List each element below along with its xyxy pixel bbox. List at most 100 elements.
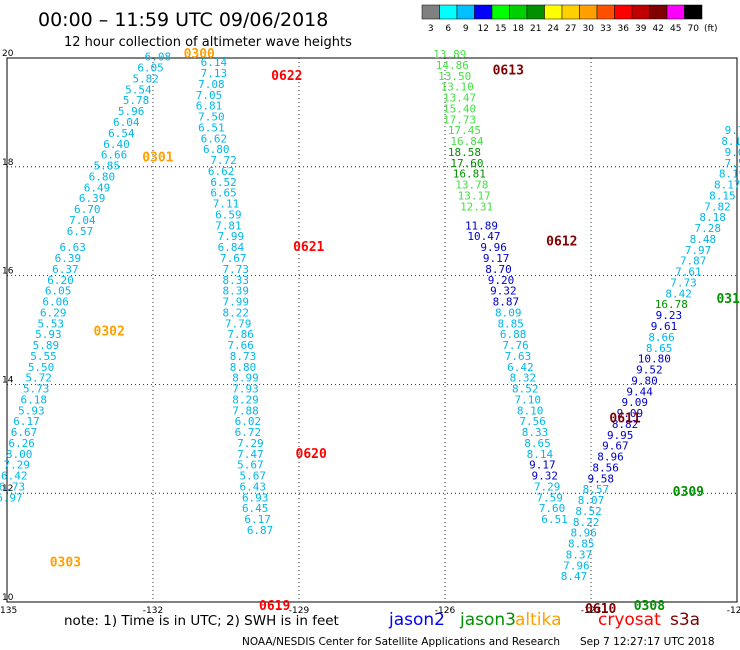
wave-height-point: 6.54 [108, 127, 135, 140]
wave-height-point: 8.47 [561, 570, 588, 583]
wave-height-point: 5.96 [118, 105, 145, 118]
wave-height-point: 6.18 [21, 393, 48, 406]
wave-height-point: 7.66 [227, 339, 254, 352]
pass-time-label: 0610 [585, 602, 616, 617]
wave-height-point: 8.07 [578, 494, 605, 507]
wave-height-point: 8.48 [690, 233, 717, 246]
wave-height-point: 9.23 [656, 309, 683, 322]
wave-height-point: 6.49 [84, 181, 111, 194]
wave-height-point: 8.80 [230, 361, 257, 374]
wave-height-point: 8.33 [222, 274, 249, 287]
wave-height-point: 8.22 [573, 516, 600, 529]
wave-height-point: 6.42 [507, 361, 534, 374]
satellite-label: cryosat [598, 610, 661, 630]
wave-height-point: 6.81 [196, 100, 223, 113]
wave-height-point: 6.40 [103, 138, 130, 151]
satellite-label: altika [515, 610, 562, 630]
wave-height-point: 7.87 [680, 255, 707, 268]
wave-height-point: 8.19 [719, 168, 740, 181]
pass-time-label: 0620 [296, 447, 327, 462]
footer-credit: NOAA/NESDIS Center for Satellite Applica… [242, 636, 560, 648]
wave-height-point: 13.50 [438, 70, 471, 83]
satellite-label: jason3 [459, 610, 516, 630]
wave-height-point: 9.17 [529, 459, 556, 472]
wave-height-point: 9.09 [617, 407, 644, 420]
wave-height-point: 17.60 [450, 157, 483, 170]
legend-swatch [631, 4, 650, 20]
wave-height-point: 7.29 [534, 480, 561, 493]
wave-height-point: 9.20 [488, 274, 515, 287]
wave-height-point: 7.96 [563, 559, 590, 572]
wave-height-point: 13.47 [443, 92, 476, 105]
wave-height-point: 8.14 [527, 448, 554, 461]
wave-height-point: 6.06 [42, 296, 69, 309]
legend-swatch [666, 4, 685, 20]
wave-height-point: 5.82 [132, 72, 159, 85]
wave-height-point: 8.39 [222, 285, 249, 298]
wave-height-point: 9.0 [725, 146, 740, 159]
wave-height-point: 5.85 [94, 160, 121, 173]
legend-swatch [526, 4, 545, 20]
wave-height-point: 6.62 [208, 165, 235, 178]
wave-height-point: 9.58 [587, 472, 614, 485]
wave-height-point: 6.05 [137, 62, 164, 75]
wave-height-point: 6.20 [47, 274, 74, 287]
legend-label: 6 [445, 24, 451, 34]
legend-label: 21 [530, 24, 541, 34]
wave-height-point: 7.59 [536, 491, 563, 504]
wave-height-point: 8.70 [485, 263, 512, 276]
wave-height-point: 8.33 [522, 426, 549, 439]
wave-height-point: 9.09 [622, 396, 649, 409]
wave-height-point: 10.80 [638, 353, 671, 366]
legend-label: 15 [495, 24, 506, 34]
wave-height-point: 6.26 [8, 437, 35, 450]
wave-height-point: 9.32 [490, 285, 517, 298]
wave-height-point: 6.73 [0, 480, 25, 493]
wave-height-point: 7.99 [222, 296, 249, 309]
plot-frame [6, 57, 738, 603]
wave-height-point: 8.82 [612, 418, 639, 431]
wave-height-point: 8.57 [583, 483, 610, 496]
wave-height-point: 7.82 [704, 200, 731, 213]
wave-height-point: 6.02 [235, 415, 262, 428]
wave-height-point: 7.67 [220, 252, 247, 265]
wave-height-point: 9.96 [480, 241, 507, 254]
x-tick-label: -123 [581, 606, 601, 616]
wave-height-point: 7.99 [218, 230, 245, 243]
wave-height-point: 7.10 [514, 393, 541, 406]
legend-label: (ft) [704, 24, 718, 34]
wave-height-point: 6.97 [0, 491, 23, 504]
wave-height-point: 7.5 [725, 157, 740, 170]
wave-height-point: 10.47 [467, 230, 500, 243]
wave-height-point: 8.96 [597, 451, 624, 464]
wave-height-point: 13.17 [458, 189, 491, 202]
legend-swatch [614, 4, 633, 20]
wave-height-point: 8.96 [570, 527, 597, 540]
wave-height-point: 8.29 [232, 393, 259, 406]
wave-height-point: 6.66 [101, 149, 128, 162]
wave-height-point: 6.87 [247, 524, 274, 537]
wave-height-point: 14.86 [436, 59, 469, 72]
legend-label: 12 [478, 24, 489, 34]
wave-height-point: 9.17 [483, 252, 510, 265]
wave-height-point: 7.08 [198, 78, 225, 91]
wave-height-point: 7.81 [215, 219, 242, 232]
wave-height-point: 7.50 [198, 111, 225, 124]
wave-height-point: 5.67 [237, 459, 264, 472]
pass-time-label: 0308 [634, 599, 665, 614]
wave-height-point: 6.67 [11, 426, 38, 439]
wave-height-point: 7.11 [213, 198, 240, 211]
wave-height-point: 6.04 [113, 116, 140, 129]
wave-height-point: 8.32 [510, 372, 537, 385]
wave-height-point: 7.97 [685, 244, 712, 257]
wave-height-point: 8.52 [575, 505, 602, 518]
wave-height-point: 7.29 [3, 459, 30, 472]
wave-height-point: 6.93 [242, 491, 269, 504]
legend-label: 18 [513, 24, 525, 34]
x-tick-label: -120 [727, 606, 740, 616]
legend-swatch [649, 4, 668, 20]
wave-height-point: 7.47 [237, 448, 264, 461]
satellite-label: jason2 [388, 610, 445, 630]
wave-height-point: 8.99 [232, 372, 259, 385]
y-tick-label: 18 [2, 158, 14, 168]
